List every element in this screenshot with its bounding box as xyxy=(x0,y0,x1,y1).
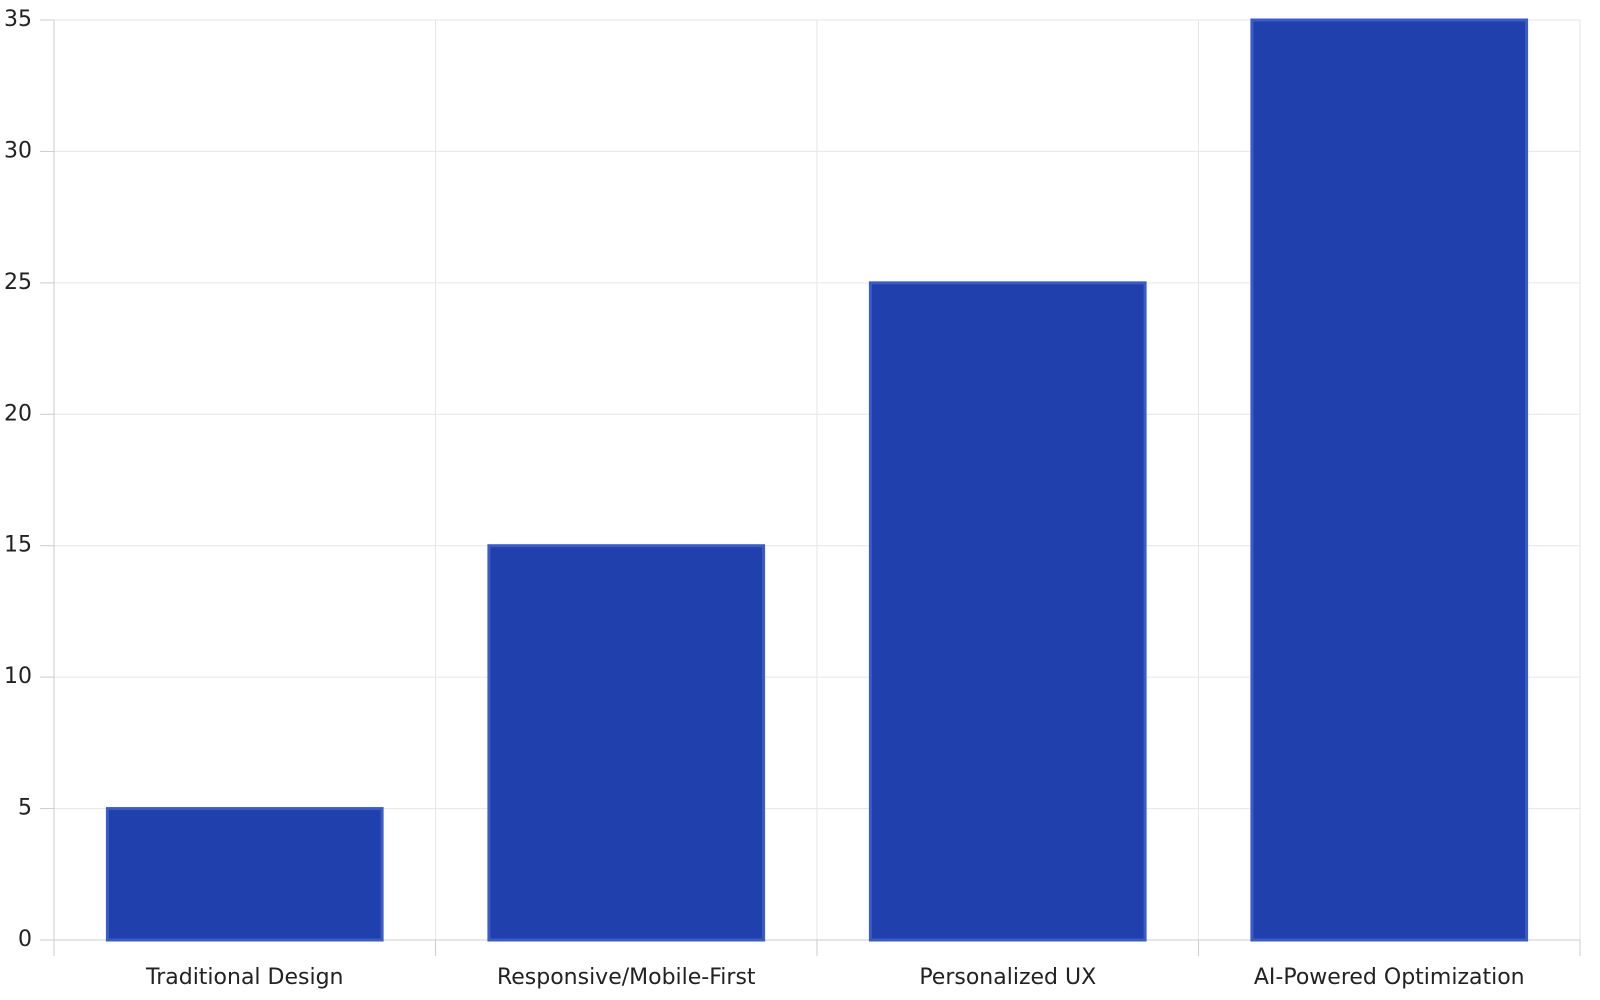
bar xyxy=(487,544,766,942)
bar xyxy=(868,281,1147,942)
y-tick-label: 0 xyxy=(18,927,32,952)
y-tick-label: 35 xyxy=(4,7,32,32)
y-tick-label: 25 xyxy=(4,270,32,295)
x-tick-label: Responsive/Mobile-First xyxy=(497,965,756,990)
bar xyxy=(1250,18,1529,942)
y-tick-label: 30 xyxy=(4,138,32,163)
y-tick-label: 10 xyxy=(4,664,32,689)
x-tick-label: Traditional Design xyxy=(145,965,344,990)
y-tick-label: 15 xyxy=(4,533,32,558)
x-tick-label: AI-Powered Optimization xyxy=(1254,965,1525,990)
bar xyxy=(105,807,384,942)
y-tick-label: 5 xyxy=(18,796,32,821)
x-tick-label: Personalized UX xyxy=(919,965,1096,990)
y-tick-label: 20 xyxy=(4,401,32,426)
